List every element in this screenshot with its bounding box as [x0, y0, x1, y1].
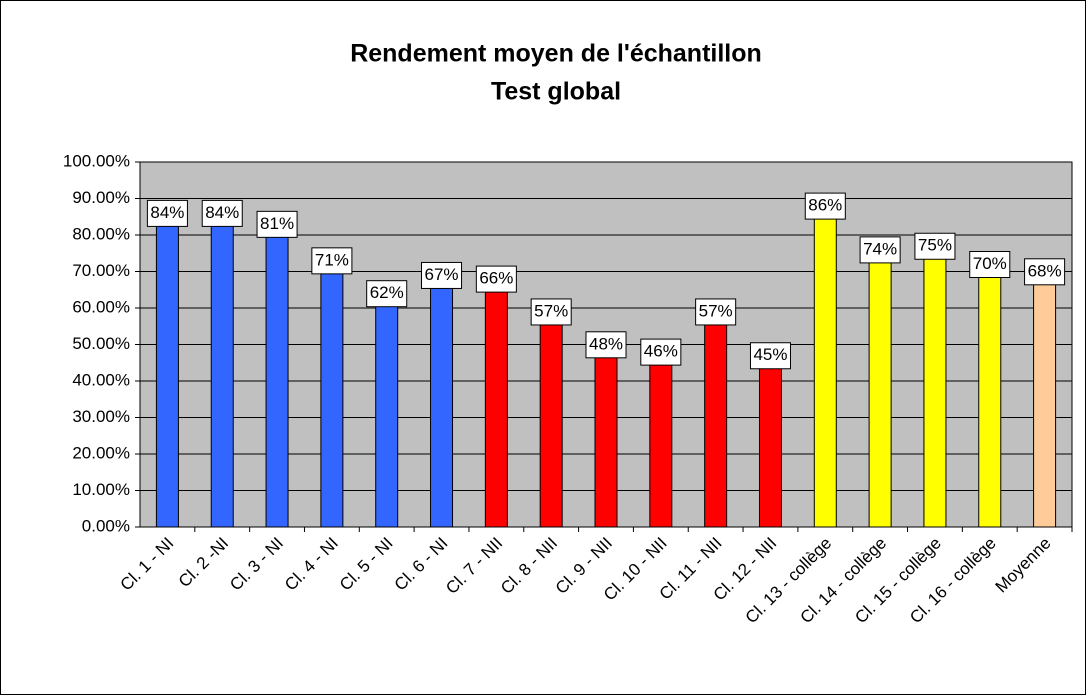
bar: [758, 362, 782, 528]
bar: [649, 358, 673, 528]
data-label: 57%: [534, 301, 568, 320]
chart-subtitle: Test global: [491, 78, 621, 106]
y-tick-label: 90.00%: [72, 188, 130, 207]
y-tick-label: 30.00%: [72, 407, 130, 426]
bar: [155, 219, 179, 528]
data-label: 68%: [1028, 261, 1062, 280]
data-label-box: [969, 251, 1011, 278]
bar: [484, 285, 508, 528]
bar: [868, 256, 892, 528]
y-tick-label: 40.00%: [72, 370, 130, 389]
chart-title: Rendement moyen de l'échantillon: [350, 40, 762, 68]
bar: [813, 212, 837, 528]
y-tick-label: 100.00%: [63, 151, 130, 170]
bar: [978, 271, 1002, 528]
bar: [375, 300, 399, 528]
data-label-box: [1024, 258, 1066, 286]
data-label: 71%: [315, 250, 349, 269]
bar: [539, 318, 563, 528]
data-label-box: [530, 298, 572, 326]
data-label-box: [695, 298, 737, 326]
y-tick-label: 50.00%: [72, 334, 130, 353]
y-tick-label: 10.00%: [72, 480, 130, 499]
data-label-box: [749, 342, 791, 370]
data-label: 62%: [370, 283, 404, 302]
data-label-box: [201, 199, 243, 227]
data-label-box: [311, 247, 353, 275]
y-tick-label: 80.00%: [72, 224, 130, 243]
bar: [320, 267, 344, 528]
y-tick-label: 20.00%: [72, 443, 130, 462]
bar: [210, 219, 234, 528]
y-tick-label: 60.00%: [72, 297, 130, 316]
data-label: 46%: [644, 342, 678, 361]
y-tick-label: 70.00%: [72, 261, 130, 280]
data-label: 67%: [425, 265, 459, 284]
data-label-box: [421, 261, 463, 289]
data-label: 84%: [150, 203, 184, 222]
data-label-box: [146, 199, 188, 227]
bar: [594, 351, 618, 528]
data-label: 81%: [260, 214, 294, 233]
data-label: 66%: [479, 269, 513, 288]
data-label: 86%: [808, 196, 842, 215]
data-label-box: [475, 265, 517, 293]
data-label: 70%: [973, 254, 1007, 273]
data-label-box: [256, 210, 298, 238]
data-label: 74%: [863, 239, 897, 258]
data-label-box: [859, 236, 901, 264]
y-tick-label: 0.00%: [82, 516, 130, 535]
data-label-box: [914, 232, 956, 260]
bar: [923, 252, 947, 528]
data-label: 45%: [753, 345, 787, 364]
bar: [704, 318, 728, 528]
data-label: 75%: [918, 236, 952, 255]
data-label: 84%: [205, 203, 239, 222]
data-label: 48%: [589, 334, 623, 353]
data-label-box: [366, 280, 408, 308]
data-label-box: [804, 192, 846, 220]
data-label-box: [585, 331, 627, 359]
bar: [430, 281, 454, 528]
bar: [265, 230, 289, 528]
data-label: 57%: [699, 301, 733, 320]
bar: [1033, 278, 1057, 528]
data-label-box: [640, 338, 682, 366]
